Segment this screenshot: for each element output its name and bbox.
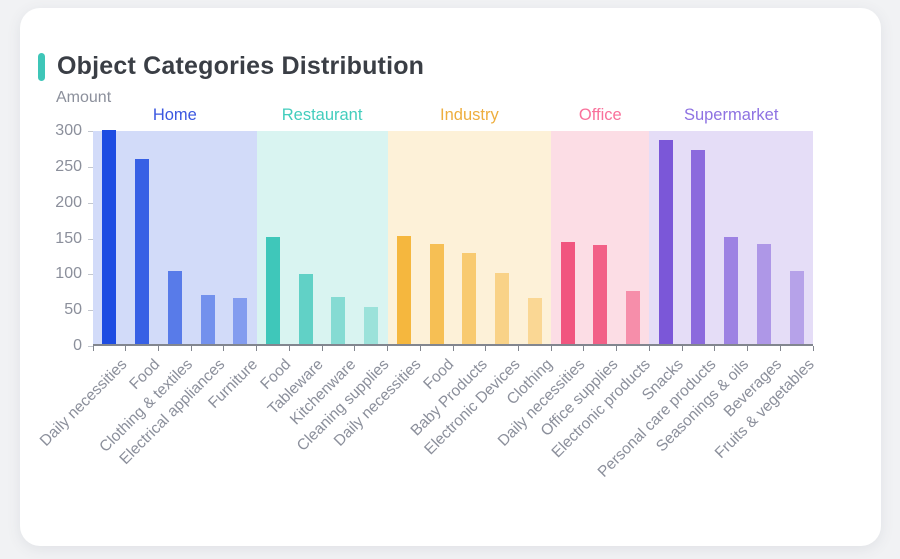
y-axis-title: Amount xyxy=(56,89,112,106)
x-axis-tick xyxy=(583,346,585,351)
x-axis-tick xyxy=(812,346,814,351)
bar-slot: Beverages xyxy=(721,131,785,420)
group-header-home: Home xyxy=(152,106,197,124)
x-axis-tick xyxy=(190,346,192,351)
bar-slot: Daily necessities xyxy=(37,130,130,450)
bar-slot: Furniture xyxy=(205,131,261,412)
bar-slot: Cleaning supplies xyxy=(294,131,392,455)
bar-slot: Food xyxy=(126,131,163,393)
y-axis-tick-label: 150 xyxy=(55,229,82,247)
bar-slot: Electrical appliances xyxy=(117,131,229,468)
x-axis-tick xyxy=(387,346,389,351)
bar-snacks xyxy=(658,139,673,344)
group-band-office: Office Daily necessities Office supplies El… xyxy=(495,106,654,461)
x-axis-tick xyxy=(714,346,716,351)
bar-daily-necessities xyxy=(560,241,575,344)
group-band-home: Home Daily necessities Food Clothing & text… xyxy=(37,106,262,468)
bar-baby-products xyxy=(462,252,477,344)
x-axis-tick xyxy=(288,346,290,351)
bar-slot: Daily necessities xyxy=(331,131,425,450)
bar-slot: Fruits & vegetables xyxy=(712,131,818,462)
x-axis-tick xyxy=(256,346,258,351)
bar-beverages xyxy=(756,243,771,344)
bar-clothing-textiles xyxy=(167,270,182,344)
x-axis-tick xyxy=(747,346,749,351)
bar-electrical-appliances xyxy=(200,294,215,344)
y-axis-tick-mark xyxy=(88,310,93,312)
x-axis-tick xyxy=(157,346,159,351)
x-axis-tick xyxy=(452,346,454,351)
x-axis-tick xyxy=(681,346,683,351)
x-axis-tick xyxy=(321,346,323,351)
y-axis-tick-label: 100 xyxy=(55,265,82,283)
bar-slot: Electronic Devices xyxy=(421,131,523,458)
bar-slot: Office supplies xyxy=(538,131,621,440)
bar-slot: Tableware xyxy=(265,131,327,418)
x-axis-tick xyxy=(354,346,356,351)
x-axis-tick xyxy=(550,346,552,351)
card-header: Object Categories Distribution xyxy=(38,52,424,81)
bar-tableware xyxy=(298,274,313,344)
group-header-industry: Industry xyxy=(440,106,499,124)
bar-seasonings-oils xyxy=(724,237,739,344)
bar-slot: Clothing xyxy=(504,131,556,408)
group-band-restaurant: Restaurant Food Tableware Kitchenware Cleani… xyxy=(256,106,392,455)
y-axis-tick-label: 0 xyxy=(73,337,82,354)
x-axis-tick xyxy=(223,346,225,351)
bar-fruits-vegetables xyxy=(789,270,804,344)
group-band-industry: Industry Daily necessities Food Baby Produc… xyxy=(331,106,556,458)
bar-food xyxy=(266,237,280,344)
bar-chart-plot-area: Home Daily necessities Food Clothing & text… xyxy=(37,106,818,481)
bar-slot: Clothing & textiles xyxy=(96,131,196,456)
group-header-office: Office xyxy=(578,106,622,124)
bar-slot: Electronic products xyxy=(549,131,654,461)
x-axis-tick xyxy=(125,346,127,351)
bar-daily-necessities xyxy=(396,235,411,344)
x-axis-tick xyxy=(419,346,421,351)
bar-electronic-products xyxy=(626,290,641,344)
bar-electronic-devices xyxy=(495,273,510,344)
chart-card: Object Categories Distribution Amount 0 5… xyxy=(20,8,881,546)
bar-food xyxy=(135,159,150,344)
group-header-restaurant: Restaurant xyxy=(281,106,363,124)
group-band-supermarket: Supermarket Snacks Personal care products S… xyxy=(595,106,818,481)
bar-personal-care-products xyxy=(691,149,706,344)
y-axis-tick-label: 250 xyxy=(55,157,82,175)
bar-slot: Personal care products xyxy=(595,131,720,481)
y-axis-tick-mark xyxy=(88,238,93,240)
y-axis-tick-label: 300 xyxy=(55,122,82,139)
bar-cleaning-supplies xyxy=(364,307,379,344)
y-axis-tick-mark xyxy=(88,202,93,204)
bar-slot: Food xyxy=(257,131,294,393)
bar-office-supplies xyxy=(593,245,608,344)
y-axis-tick-mark xyxy=(88,346,93,347)
y-axis-tick-mark xyxy=(88,274,93,276)
bar-slot: Kitchenware xyxy=(287,131,360,428)
bar-slot: Seasonings & oils xyxy=(653,131,752,455)
x-axis-tick xyxy=(616,346,618,351)
bar-slot: Baby Products xyxy=(407,131,490,439)
y-axis-tick-mark xyxy=(88,131,93,132)
y-axis-tick-label: 50 xyxy=(64,301,82,319)
x-axis-tick xyxy=(517,346,519,351)
bar-clothing xyxy=(527,298,542,344)
x-axis-tick xyxy=(779,346,781,351)
x-axis-tick xyxy=(485,346,487,351)
group-header-supermarket: Supermarket xyxy=(683,106,779,124)
bar-kitchenware xyxy=(331,297,346,344)
bar-slot: Food xyxy=(420,131,458,393)
page-title: Object Categories Distribution xyxy=(57,52,425,80)
bar-slot: Daily necessities xyxy=(495,131,589,450)
y-axis-tick-mark xyxy=(88,166,93,168)
x-axis-tick xyxy=(92,346,94,351)
y-axis-tick-label: 200 xyxy=(55,193,82,211)
bar-daily-necessities xyxy=(102,130,117,344)
bar-food xyxy=(429,244,444,344)
title-accent-bar xyxy=(38,52,45,81)
bar-furniture xyxy=(233,298,248,344)
x-axis-tick xyxy=(648,346,650,351)
bar-slot: Snacks xyxy=(639,131,687,404)
